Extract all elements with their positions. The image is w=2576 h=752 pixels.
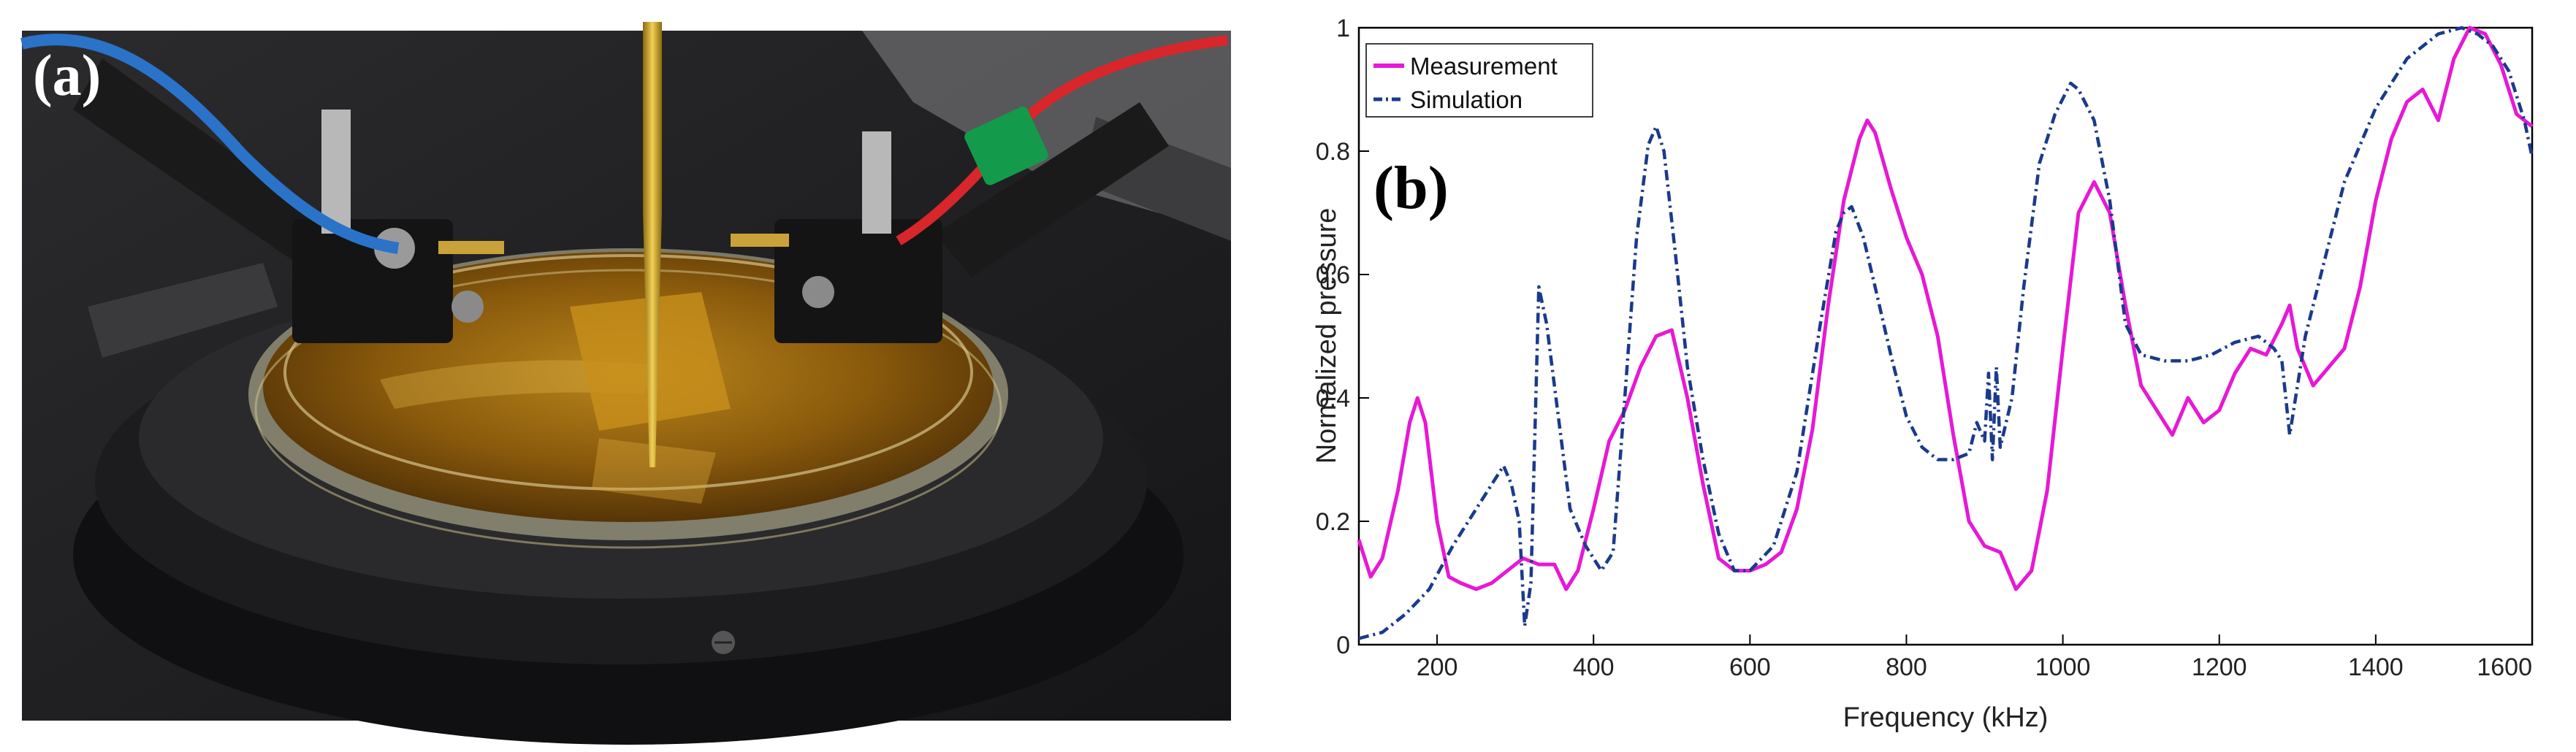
chart-panel: 200 400 600 800 1000 1200 1400 1600 0 0.2 0.4 0.6 0.… xyxy=(1308,0,2576,748)
x-tick-label: 800 xyxy=(1886,653,1927,681)
legend: Measurement Simulation xyxy=(1365,43,1593,118)
legend-label-measurement: Measurement xyxy=(1410,53,1558,80)
series-line-simulation xyxy=(1358,26,2534,640)
panel-b-label: (b) xyxy=(1373,154,1449,222)
series-layer xyxy=(1357,26,2534,640)
x-tick-label: 1000 xyxy=(2035,653,2091,681)
tick-layer: 200 400 600 800 1000 1200 1400 1600 0 0.2 0.4 0.6 0.… xyxy=(1316,15,2533,681)
legend-box xyxy=(1365,43,1593,118)
plot-area xyxy=(1357,26,2534,646)
frequency-response-chart: 200 400 600 800 1000 1200 1400 1600 0 0.2 0.4 0.6 0.… xyxy=(1311,15,2534,733)
photo-panel: (a) xyxy=(0,0,1242,748)
x-tick-label: 1200 xyxy=(2192,653,2247,681)
hydrophone-needle xyxy=(643,22,662,212)
x-axis-label: Frequency (kHz) xyxy=(1843,702,2049,733)
x-tick-label: 400 xyxy=(1573,653,1615,681)
right-clamp xyxy=(731,102,1169,343)
y-tick-label: 0.4 xyxy=(1316,385,1350,413)
y-tick-label: 0 xyxy=(1336,632,1350,659)
x-tick-label: 200 xyxy=(1417,653,1458,681)
x-tick-label: 1400 xyxy=(2348,653,2404,681)
y-tick-label: 1 xyxy=(1336,15,1350,42)
green-clip xyxy=(964,107,1048,185)
blue-cable xyxy=(20,34,400,254)
y-tick-label: 0.8 xyxy=(1316,138,1350,166)
y-tick-label: 0.6 xyxy=(1316,261,1350,289)
x-tick-label: 600 xyxy=(1729,653,1771,681)
legend-label-simulation: Simulation xyxy=(1410,86,1523,113)
experimental-setup-photo: (a) xyxy=(0,0,1242,748)
y-tick-label: 0.2 xyxy=(1316,508,1350,536)
y-axis-label: Normalized pressure xyxy=(1311,208,1342,464)
series-line-measurement xyxy=(1357,26,2534,591)
x-tick-label: 1600 xyxy=(2477,653,2532,681)
panel-a-label: (a) xyxy=(33,44,101,108)
